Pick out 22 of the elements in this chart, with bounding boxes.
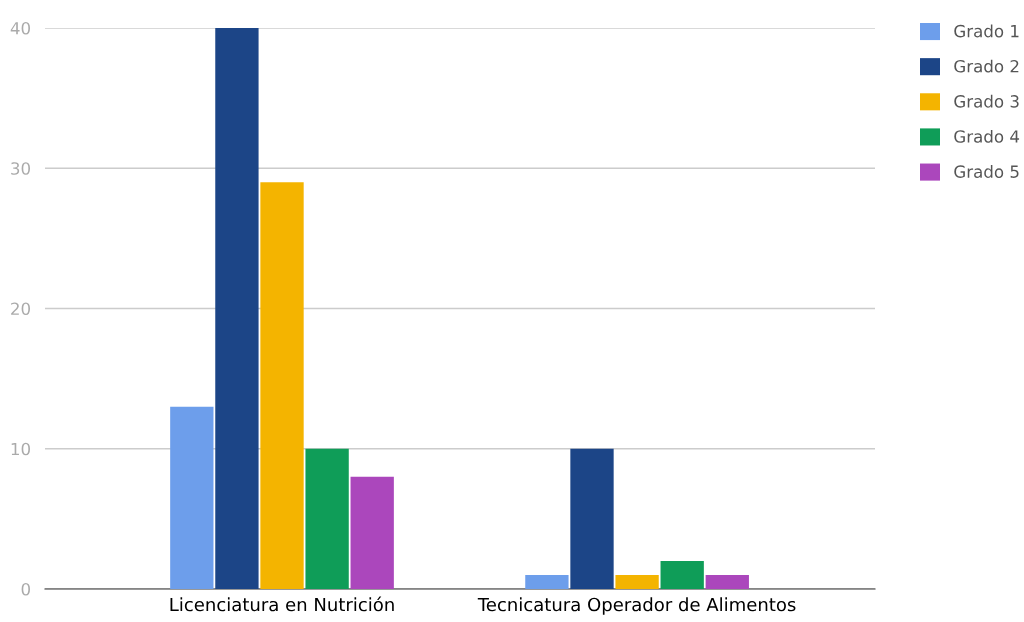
bar [260, 182, 304, 589]
bar [525, 574, 569, 589]
bar [170, 406, 214, 589]
legend-label: Grado 1 [954, 24, 1019, 38]
bar [660, 560, 704, 589]
y-tick-label: 20 [11, 302, 30, 316]
bar [215, 28, 259, 589]
y-tick-label: 40 [10, 21, 30, 35]
legend-label: Grado 5 [954, 165, 1019, 178]
bar [615, 574, 659, 589]
legend-label: Grado 4 [954, 129, 1020, 143]
bar [570, 448, 614, 589]
bar [350, 476, 394, 589]
y-tick-label: 0 [21, 582, 30, 596]
x-tick-label: Tecnicatura Operador de Alimentos [477, 597, 796, 615]
y-tick-label: 10 [11, 442, 30, 456]
legend-label: Grado 3 [954, 94, 1019, 108]
legend-label: Grado 2 [954, 59, 1019, 73]
x-tick-label: Licenciatura en Nutrición [170, 596, 394, 612]
y-tick-label: 30 [11, 162, 30, 175]
bar [305, 448, 349, 589]
bar [705, 574, 749, 589]
